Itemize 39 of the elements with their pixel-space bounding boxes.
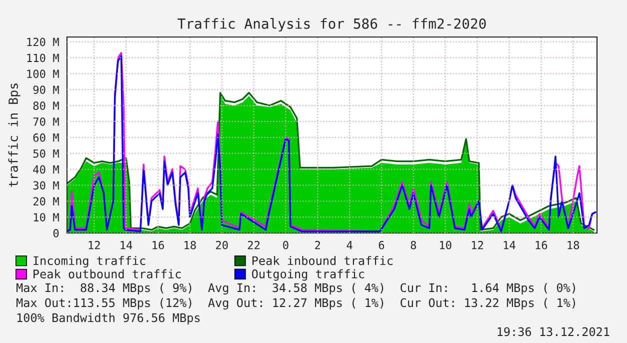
x-tick-label: 10 (440, 240, 452, 250)
x-tick-label: 8 (410, 240, 416, 250)
x-tick-label: 6 (378, 240, 384, 250)
y-tick-label: 0 (53, 229, 59, 238)
legend-label: Peak inbound traffic (252, 256, 392, 266)
y-tick-label: 30 M (33, 181, 59, 190)
y-tick-label: 50 M (33, 149, 59, 158)
x-tick-label: 12 (472, 240, 484, 250)
y-tick-label: 10 M (34, 213, 59, 222)
text: Max In: 88.34 MBps ( 9%) Avg In: 34.58 MBps ( 4%) Cur In: 1.64 MBps ( 0%) (16, 283, 576, 295)
x-tick-label: 18 (184, 240, 196, 250)
x-tick-label: 14 (504, 241, 516, 250)
x-tick-label: 16 (152, 240, 164, 250)
y-tick-label: 100 M (27, 70, 59, 78)
x-tick-label: 0 (283, 240, 288, 250)
legend-label: Outgoing traffic (252, 269, 364, 281)
x-tick-label: 2 (315, 240, 320, 250)
text: 100% Bandwidth 976.56 MBps (17, 313, 200, 324)
legend-label: Incoming traffic (34, 256, 146, 268)
x-tick-label: 20 (216, 240, 228, 250)
x-tick-label: 22 (248, 240, 260, 250)
y-tick-label: 20 M (33, 197, 59, 206)
x-tick-label: 14 (120, 241, 132, 250)
y-axis-title: traffic in Bps (8, 84, 20, 187)
chart-title: Traffic Analysis for 586 -- ffm2-2020 (178, 18, 486, 32)
x-tick-label: 16 (536, 240, 548, 250)
x-tick-label: 4 (346, 241, 352, 250)
x-tick-label: 12 (88, 240, 100, 250)
y-tick-label: 110 M (27, 54, 59, 62)
y-tick-label: 60 M (33, 133, 59, 142)
text: 19:36 13.12.2021 (498, 327, 610, 336)
y-tick-label: 40 M (33, 165, 59, 174)
text: Max Out:113.55 MBps (12%) Avg Out: 12.27 MBps ( 1%) Cur Out: 13.22 MBps ( 1%) (16, 298, 576, 310)
y-tick-label: 120 M (27, 38, 59, 46)
y-tick-label: 80 M (33, 102, 59, 110)
legend-label: Peak outbound traffic (34, 269, 181, 278)
x-tick-label: 18 (568, 240, 580, 250)
y-tick-label: 90 M (33, 86, 59, 94)
y-tick-label: 70 M (33, 117, 59, 126)
